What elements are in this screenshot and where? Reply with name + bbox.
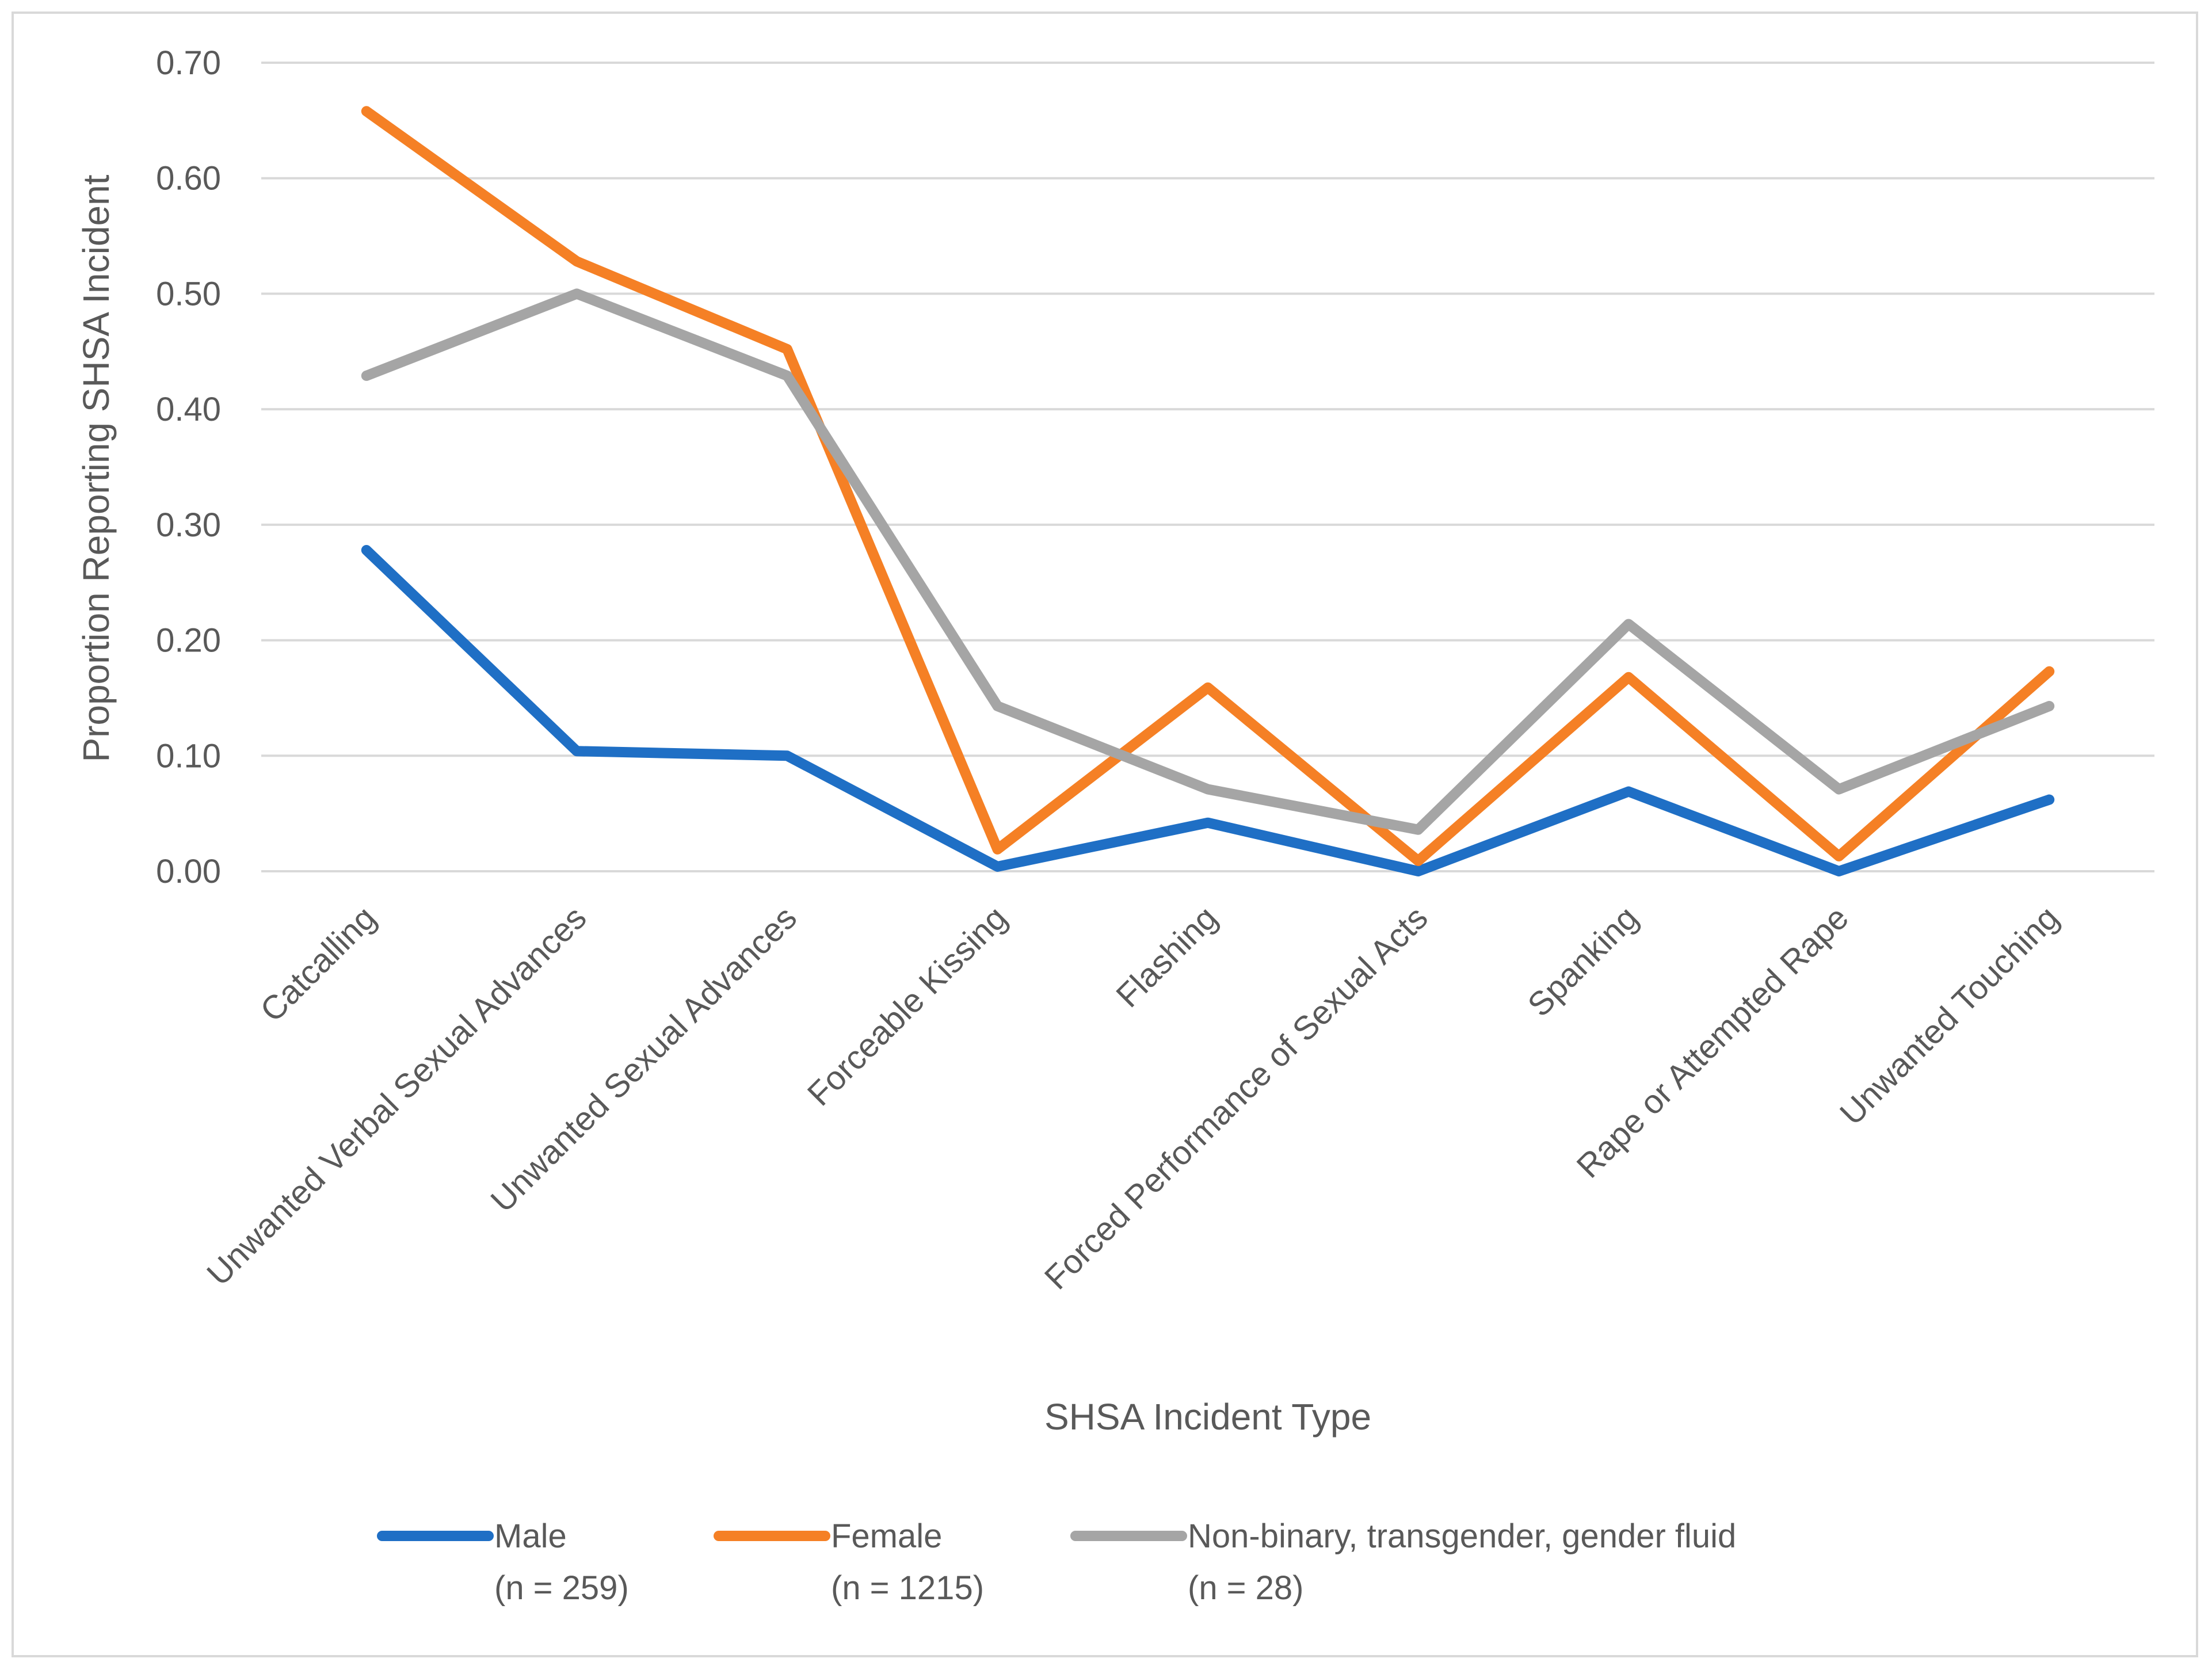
series-line-non-binary-transgender-gender-fluid <box>361 288 2055 835</box>
y-tick-label: 0.10 <box>156 737 221 775</box>
y-tick-label: 0.00 <box>156 853 221 890</box>
y-tick-label: 0.50 <box>156 275 221 312</box>
x-tick-label: Flashing <box>1109 899 1225 1015</box>
x-tick-label: Catcalling <box>253 899 383 1029</box>
x-tick-label: Unwanted Touching <box>1833 899 2066 1132</box>
x-tick-label: Forced Performance of Sexual Acts <box>1038 899 1435 1297</box>
legend-label: Female <box>831 1518 942 1555</box>
y-tick-label: 0.60 <box>156 160 221 197</box>
y-tick-label: 0.70 <box>156 44 221 82</box>
y-tick-label: 0.40 <box>156 391 221 428</box>
y-axis-title: Proportion Reporting SHSA Incident <box>75 174 117 762</box>
legend-label: Male <box>494 1518 567 1555</box>
x-tick-label: Spanking <box>1520 899 1645 1024</box>
y-tick-label: 0.30 <box>156 506 221 544</box>
series-line-male <box>361 545 2055 876</box>
line-chart: 0.00 0.10 0.20 0.30 0.40 0.50 0.60 0.70 Catcall… <box>75 44 2154 1607</box>
x-tick-label: Unwanted Verbal Sexual Advances <box>200 899 593 1292</box>
chart-frame: 0.00 0.10 0.20 0.30 0.40 0.50 0.60 0.70 Catcall… <box>12 12 2198 1657</box>
legend-count: (n = 259) <box>494 1569 629 1607</box>
x-axis-title: SHSA Incident Type <box>1044 1396 1371 1438</box>
legend-label: Non-binary, transgender, gender fluid <box>1188 1518 1736 1555</box>
legend-count: (n = 28) <box>1188 1569 1304 1607</box>
series-line-female <box>361 106 2055 866</box>
legend-count: (n = 1215) <box>831 1569 984 1607</box>
legend: Male (n = 259) Female (n = 1215) Non-binary,… <box>377 1518 1736 1607</box>
x-tick-label: Forceable Kissing <box>800 899 1015 1113</box>
y-tick-label: 0.20 <box>156 622 221 659</box>
